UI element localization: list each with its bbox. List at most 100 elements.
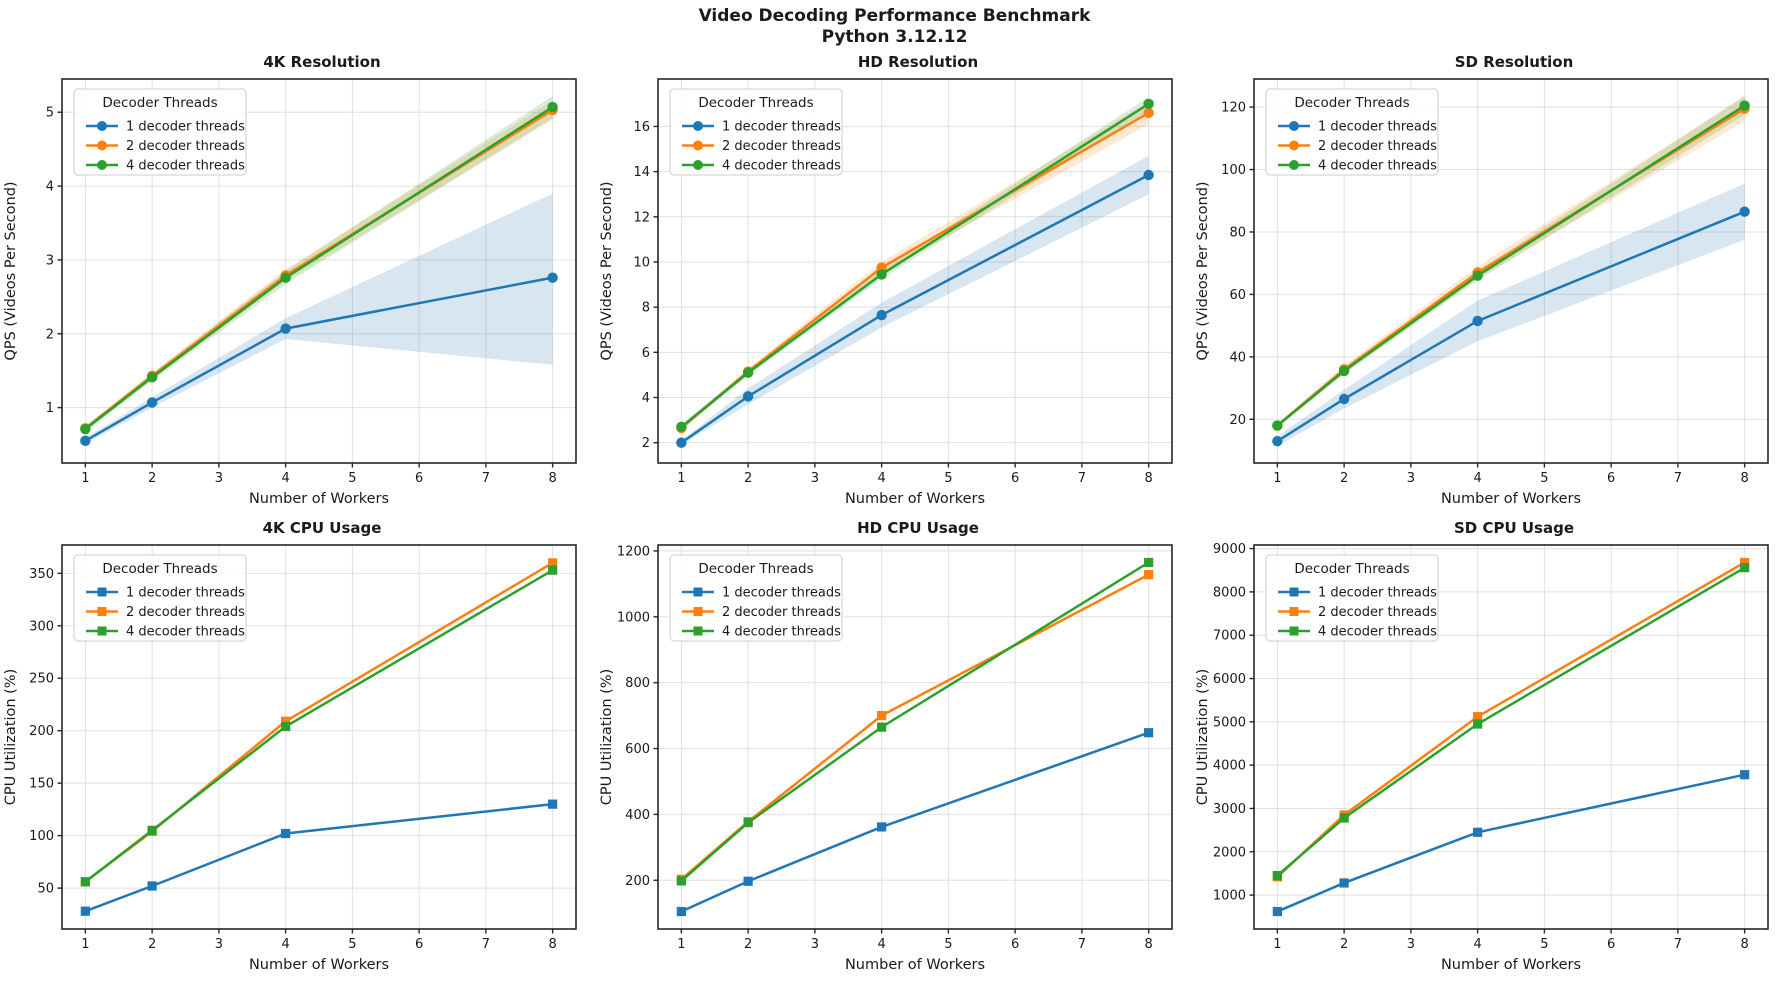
data-point [280,271,291,283]
y-tick-label: 50 [37,881,54,896]
data-point [742,390,754,402]
x-tick-label: 3 [1407,937,1415,952]
x-tick-label: 2 [744,471,752,486]
y-tick-label: 600 [625,742,650,757]
y-tick-label: 1200 [617,544,650,559]
x-tick-label: 8 [1144,937,1152,952]
band-2-decoder-threads [681,101,1149,430]
legend-box [1265,88,1439,175]
data-point [1272,906,1282,916]
y-axis-label: CPU Utilization (%) [599,668,615,804]
legend-title: Decoder Threads [698,561,813,577]
data-point [80,876,90,886]
series-line [84,802,553,912]
x-tick-label: 5 [1540,937,1548,952]
legend-item-label: 1 decoder threads [126,119,245,134]
series-line [84,568,554,883]
legend-item-label: 1 decoder threads [722,119,841,134]
y-tick-label: 200 [29,724,54,739]
y-tick-label: 1000 [617,610,650,625]
legend-title: Decoder Threads [102,561,217,577]
y-tick-label: 3000 [1213,801,1246,816]
x-tick-label: 5 [1540,471,1548,486]
series-line [1276,103,1746,427]
y-tick-label: 250 [29,671,54,686]
data-point [548,799,558,809]
y-tick-label: 6000 [1213,672,1246,687]
x-tick-label: 4 [1473,937,1481,952]
x-tick-label: 4 [877,937,885,952]
data-point [1338,393,1350,404]
chart-hd-resolution: HD Resolution 1 2 3 4 5 6 7 8 2 4 6 8 10 12 14 16 Number… [596,49,1192,515]
data-point [80,906,90,916]
y-tick-label: 2 [642,436,650,451]
y-tick-label: 8000 [1213,585,1246,600]
x-axis-label: Number of Workers [1441,491,1581,507]
x-axis-label: Number of Workers [1441,957,1581,973]
legend: Decoder Threads 1 decoder threads 2 decode… [1265,554,1439,641]
grid [1254,78,1768,463]
data-point [280,322,291,334]
chart-hd-cpu-usage: HD CPU Usage 1 2 3 4 5 6 7 8 200 400 600 800 1000 120… [596,515,1192,981]
chart-4k-resolution: 4K Resolution 1 2 3 4 5 6 7 8 1 2 3 4 5 Number of Wor… [0,49,596,515]
x-tick-label: 1 [677,937,685,952]
data-point [876,309,887,320]
y-axis-label: QPS (Videos Per Second) [3,181,19,360]
legend-item-label: 4 decoder threads [722,158,841,173]
chart-sd-cpu-usage: SD CPU Usage 1 2 3 4 5 6 7 8 1000 2000 3000 4000 500… [1192,515,1788,981]
legend: Decoder Threads 1 decoder threads 2 decode… [1265,88,1439,175]
y-tick-label: 350 [29,566,54,581]
x-axis-label: Number of Workers [249,491,389,507]
x-tick-label: 7 [1078,471,1086,486]
series-4-decoder-threads [1272,562,1750,880]
legend-box [669,554,843,641]
x-tick-label: 5 [348,937,356,952]
y-tick-label: 150 [29,776,54,791]
series-1-decoder-threads [1272,769,1750,916]
y-tick-label: 10 [633,255,650,270]
y-tick-label: 8 [642,300,650,315]
plot-border [1253,543,1769,930]
legend: Decoder Threads 1 decoder threads 2 decode… [669,88,843,175]
y-tick-label: 1 [46,401,54,416]
legend-item-label: 1 decoder threads [126,585,245,600]
x-tick-label: 5 [944,471,952,486]
series-1-decoder-threads [80,271,558,446]
figure-header: Video Decoding Performance Benchmark Pyt… [0,0,1789,49]
x-tick-label: 2 [148,937,156,952]
data-point [876,268,887,280]
data-point [1143,107,1154,118]
y-tick-label: 300 [29,619,54,634]
legend-title: Decoder Threads [102,95,217,111]
series-line [680,560,1150,882]
data-point [1144,727,1154,737]
data-point [146,371,158,383]
y-tick-label: 120 [1221,100,1246,115]
series-line [680,731,1150,913]
series-line [1276,566,1746,877]
y-tick-label: 800 [625,676,650,691]
series-4-decoder-threads [80,565,558,886]
y-tick-label: 80 [1229,225,1246,240]
x-tick-label: 8 [1740,937,1748,952]
series-1-decoder-threads [80,799,558,916]
series-1-decoder-threads [1272,205,1750,446]
x-tick-label: 7 [482,471,490,486]
x-tick-label: 1 [1273,471,1281,486]
band-1-decoder-threads [85,192,553,444]
axis-ticks: 1 2 3 4 5 6 7 8 50 100 150 200 250 300 350 [29,566,557,951]
data-point [877,710,887,720]
y-tick-label: 200 [625,873,650,888]
chart-canvas-hd-cpu-usage: 1 2 3 4 5 6 7 8 200 400 600 800 1000 1200 Number of Wo… [599,543,1173,973]
data-point [548,557,558,567]
y-tick-label: 4 [46,179,54,194]
y-tick-label: 40 [1229,350,1246,365]
data-point [547,101,558,112]
x-tick-label: 8 [548,937,556,952]
x-tick-label: 7 [1674,937,1682,952]
data-point [743,876,753,886]
data-point [80,435,91,446]
legend-item-label: 1 decoder threads [1318,585,1437,600]
charts-grid: 4K Resolution 1 2 3 4 5 6 7 8 1 2 3 4 5 Number of Wor… [0,49,1789,981]
